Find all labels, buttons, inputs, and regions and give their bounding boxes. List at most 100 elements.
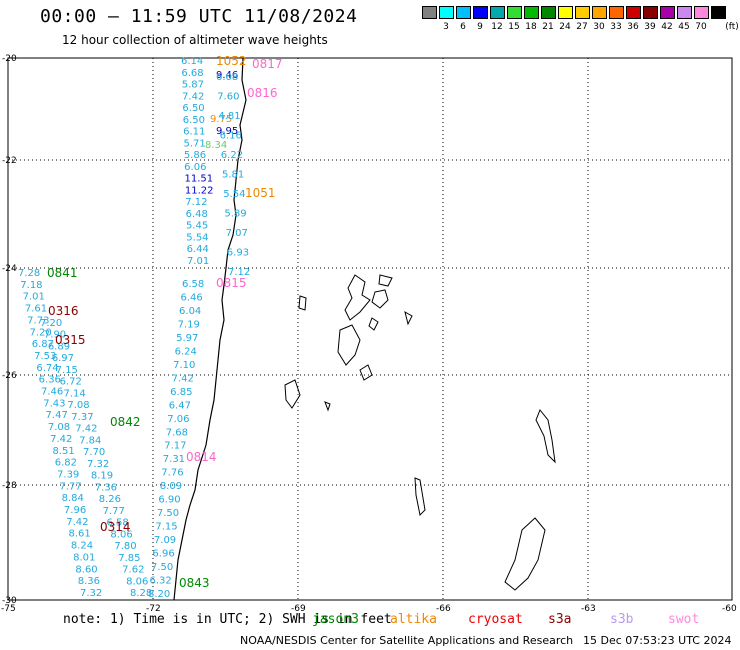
lat-label: -30 bbox=[2, 596, 17, 606]
lat-label: -28 bbox=[2, 481, 17, 491]
wave-height-value: 7.28 bbox=[18, 268, 40, 279]
colorbar-swatch bbox=[592, 6, 607, 19]
wave-height-value: 5.97 bbox=[176, 333, 198, 344]
pass-time-label: 0815 bbox=[216, 276, 247, 290]
wave-height-value: 8.28 bbox=[130, 588, 152, 599]
wave-height-value: 6.85 bbox=[170, 387, 192, 398]
colorbar-swatch bbox=[524, 6, 539, 19]
wave-height-value: 6.14 bbox=[181, 56, 203, 67]
satellite-legend-swot: swot bbox=[668, 612, 700, 627]
wave-height-value: 8.20 bbox=[148, 589, 170, 600]
wave-height-value: 7.39 bbox=[57, 469, 79, 480]
wave-height-value: 8.24 bbox=[71, 541, 93, 552]
wave-height-value: 6.32 bbox=[149, 576, 171, 587]
wave-height-value: 7.46 bbox=[41, 387, 63, 398]
colorbar-label: 36 bbox=[627, 22, 639, 32]
wave-height-value: 6.24 bbox=[175, 346, 197, 357]
map-grid bbox=[8, 58, 732, 600]
wave-height-value: 5.71 bbox=[183, 138, 205, 149]
colorbar-label: 39 bbox=[644, 22, 656, 32]
wave-height-value: 6.90 bbox=[158, 495, 180, 506]
wave-height-value: 7.42 bbox=[75, 424, 97, 435]
colorbar-swatch bbox=[575, 6, 590, 19]
coastline bbox=[173, 57, 247, 601]
colorbar-label: 6 bbox=[460, 22, 466, 32]
map-title: 00:00 – 11:59 UTC 11/08/2024 bbox=[40, 6, 358, 27]
pass-time-label: 0315 bbox=[55, 333, 86, 347]
wave-height-value: 7.50 bbox=[151, 562, 173, 573]
wave-height-value: 8.34 bbox=[205, 140, 227, 151]
colorbar-swatch bbox=[456, 6, 471, 19]
colorbar-swatch bbox=[711, 6, 726, 19]
colorbar-swatch bbox=[677, 6, 692, 19]
colorbar-label: 21 bbox=[542, 22, 554, 32]
wave-height-value: 6.50 bbox=[183, 115, 205, 126]
colorbar-label: 70 bbox=[695, 22, 707, 32]
wave-height-value: 7.47 bbox=[46, 410, 68, 421]
wave-height-value: 6.58 bbox=[107, 518, 129, 529]
lon-label: -69 bbox=[291, 604, 306, 614]
satellite-legend-jason3: jason3 bbox=[312, 612, 359, 627]
wave-height-value: 6.58 bbox=[182, 279, 204, 290]
wave-height-value: 7.08 bbox=[48, 422, 70, 433]
wave-height-value: 6.68 bbox=[181, 68, 203, 79]
colorbar-swatch bbox=[490, 6, 505, 19]
wave-height-value: 9.46 bbox=[216, 70, 238, 81]
wave-height-value: 7.96 bbox=[64, 505, 86, 516]
wave-height-value: 8.19 bbox=[91, 471, 113, 482]
pass-time-label: 0814 bbox=[186, 450, 217, 464]
wave-height-value: 8.84 bbox=[62, 493, 84, 504]
colorbar-label: 18 bbox=[525, 22, 537, 32]
wave-height-value: 8.06 bbox=[110, 529, 132, 540]
pass-time-label: 0842 bbox=[110, 415, 141, 429]
wave-height-value: 7.01 bbox=[187, 256, 209, 267]
wave-height-value: 7.08 bbox=[67, 400, 89, 411]
wave-height-value: 8.60 bbox=[75, 564, 97, 575]
satellite-legend-altika: altika bbox=[390, 612, 437, 627]
wave-height-value: 8.36 bbox=[78, 576, 100, 587]
wave-height-value: 7.01 bbox=[23, 292, 45, 303]
wave-height-value: 5.87 bbox=[182, 80, 204, 91]
wave-height-value: 6.93 bbox=[227, 248, 249, 259]
map-frame bbox=[7, 57, 733, 601]
colorbar-label: 9 bbox=[477, 22, 483, 32]
wave-height-value: 5.86 bbox=[184, 150, 206, 161]
pass-time-label: 0816 bbox=[247, 86, 278, 100]
wave-height-value: 7.85 bbox=[118, 553, 140, 564]
colorbar-label: 3 bbox=[443, 22, 449, 32]
satellite-legend-s3b: s3b bbox=[610, 612, 634, 627]
wave-height-value: 7.09 bbox=[154, 535, 176, 546]
wave-height-value: 6.96 bbox=[152, 549, 174, 560]
colorbar-swatch bbox=[626, 6, 641, 19]
wave-height-value: 8.61 bbox=[69, 529, 91, 540]
wave-height-value: 7.90 bbox=[44, 330, 66, 341]
pass-time-label: 0817 bbox=[252, 57, 283, 71]
wave-height-value: 7.80 bbox=[114, 541, 136, 552]
wave-height-value: 7.76 bbox=[161, 468, 183, 479]
wave-height-value: 7.62 bbox=[122, 565, 144, 576]
lon-label: -63 bbox=[581, 604, 596, 614]
lat-label: -26 bbox=[2, 371, 17, 381]
wave-height-value: 6.11 bbox=[183, 127, 205, 138]
wave-height-value: 7.32 bbox=[80, 588, 102, 599]
pass-time-label: 0843 bbox=[179, 576, 210, 590]
colorbar-swatch bbox=[660, 6, 675, 19]
wave-height-value: 7.14 bbox=[63, 388, 85, 399]
wave-height-value: 7.43 bbox=[43, 398, 65, 409]
wave-height-value: 6.04 bbox=[179, 306, 201, 317]
wave-height-value: 8.51 bbox=[52, 446, 74, 457]
colorbar-label: 30 bbox=[593, 22, 605, 32]
wave-height-value: 8.01 bbox=[73, 552, 95, 563]
colorbar-swatch bbox=[422, 6, 437, 19]
colorbar-swatch bbox=[558, 6, 573, 19]
lon-label: -66 bbox=[436, 604, 451, 614]
wave-height-value: 6.72 bbox=[60, 377, 82, 388]
wave-height-value: 9.95 bbox=[216, 126, 238, 137]
colorbar-swatch bbox=[609, 6, 624, 19]
wave-height-value: 7.70 bbox=[83, 447, 105, 458]
map-subtitle: 12 hour collection of altimeter wave hei… bbox=[62, 33, 328, 47]
wave-height-value: 7.20 bbox=[29, 327, 51, 338]
lat-label: -20 bbox=[2, 54, 17, 64]
pass-time-label: 0316 bbox=[48, 304, 79, 318]
wave-height-value: 7.31 bbox=[163, 454, 185, 465]
